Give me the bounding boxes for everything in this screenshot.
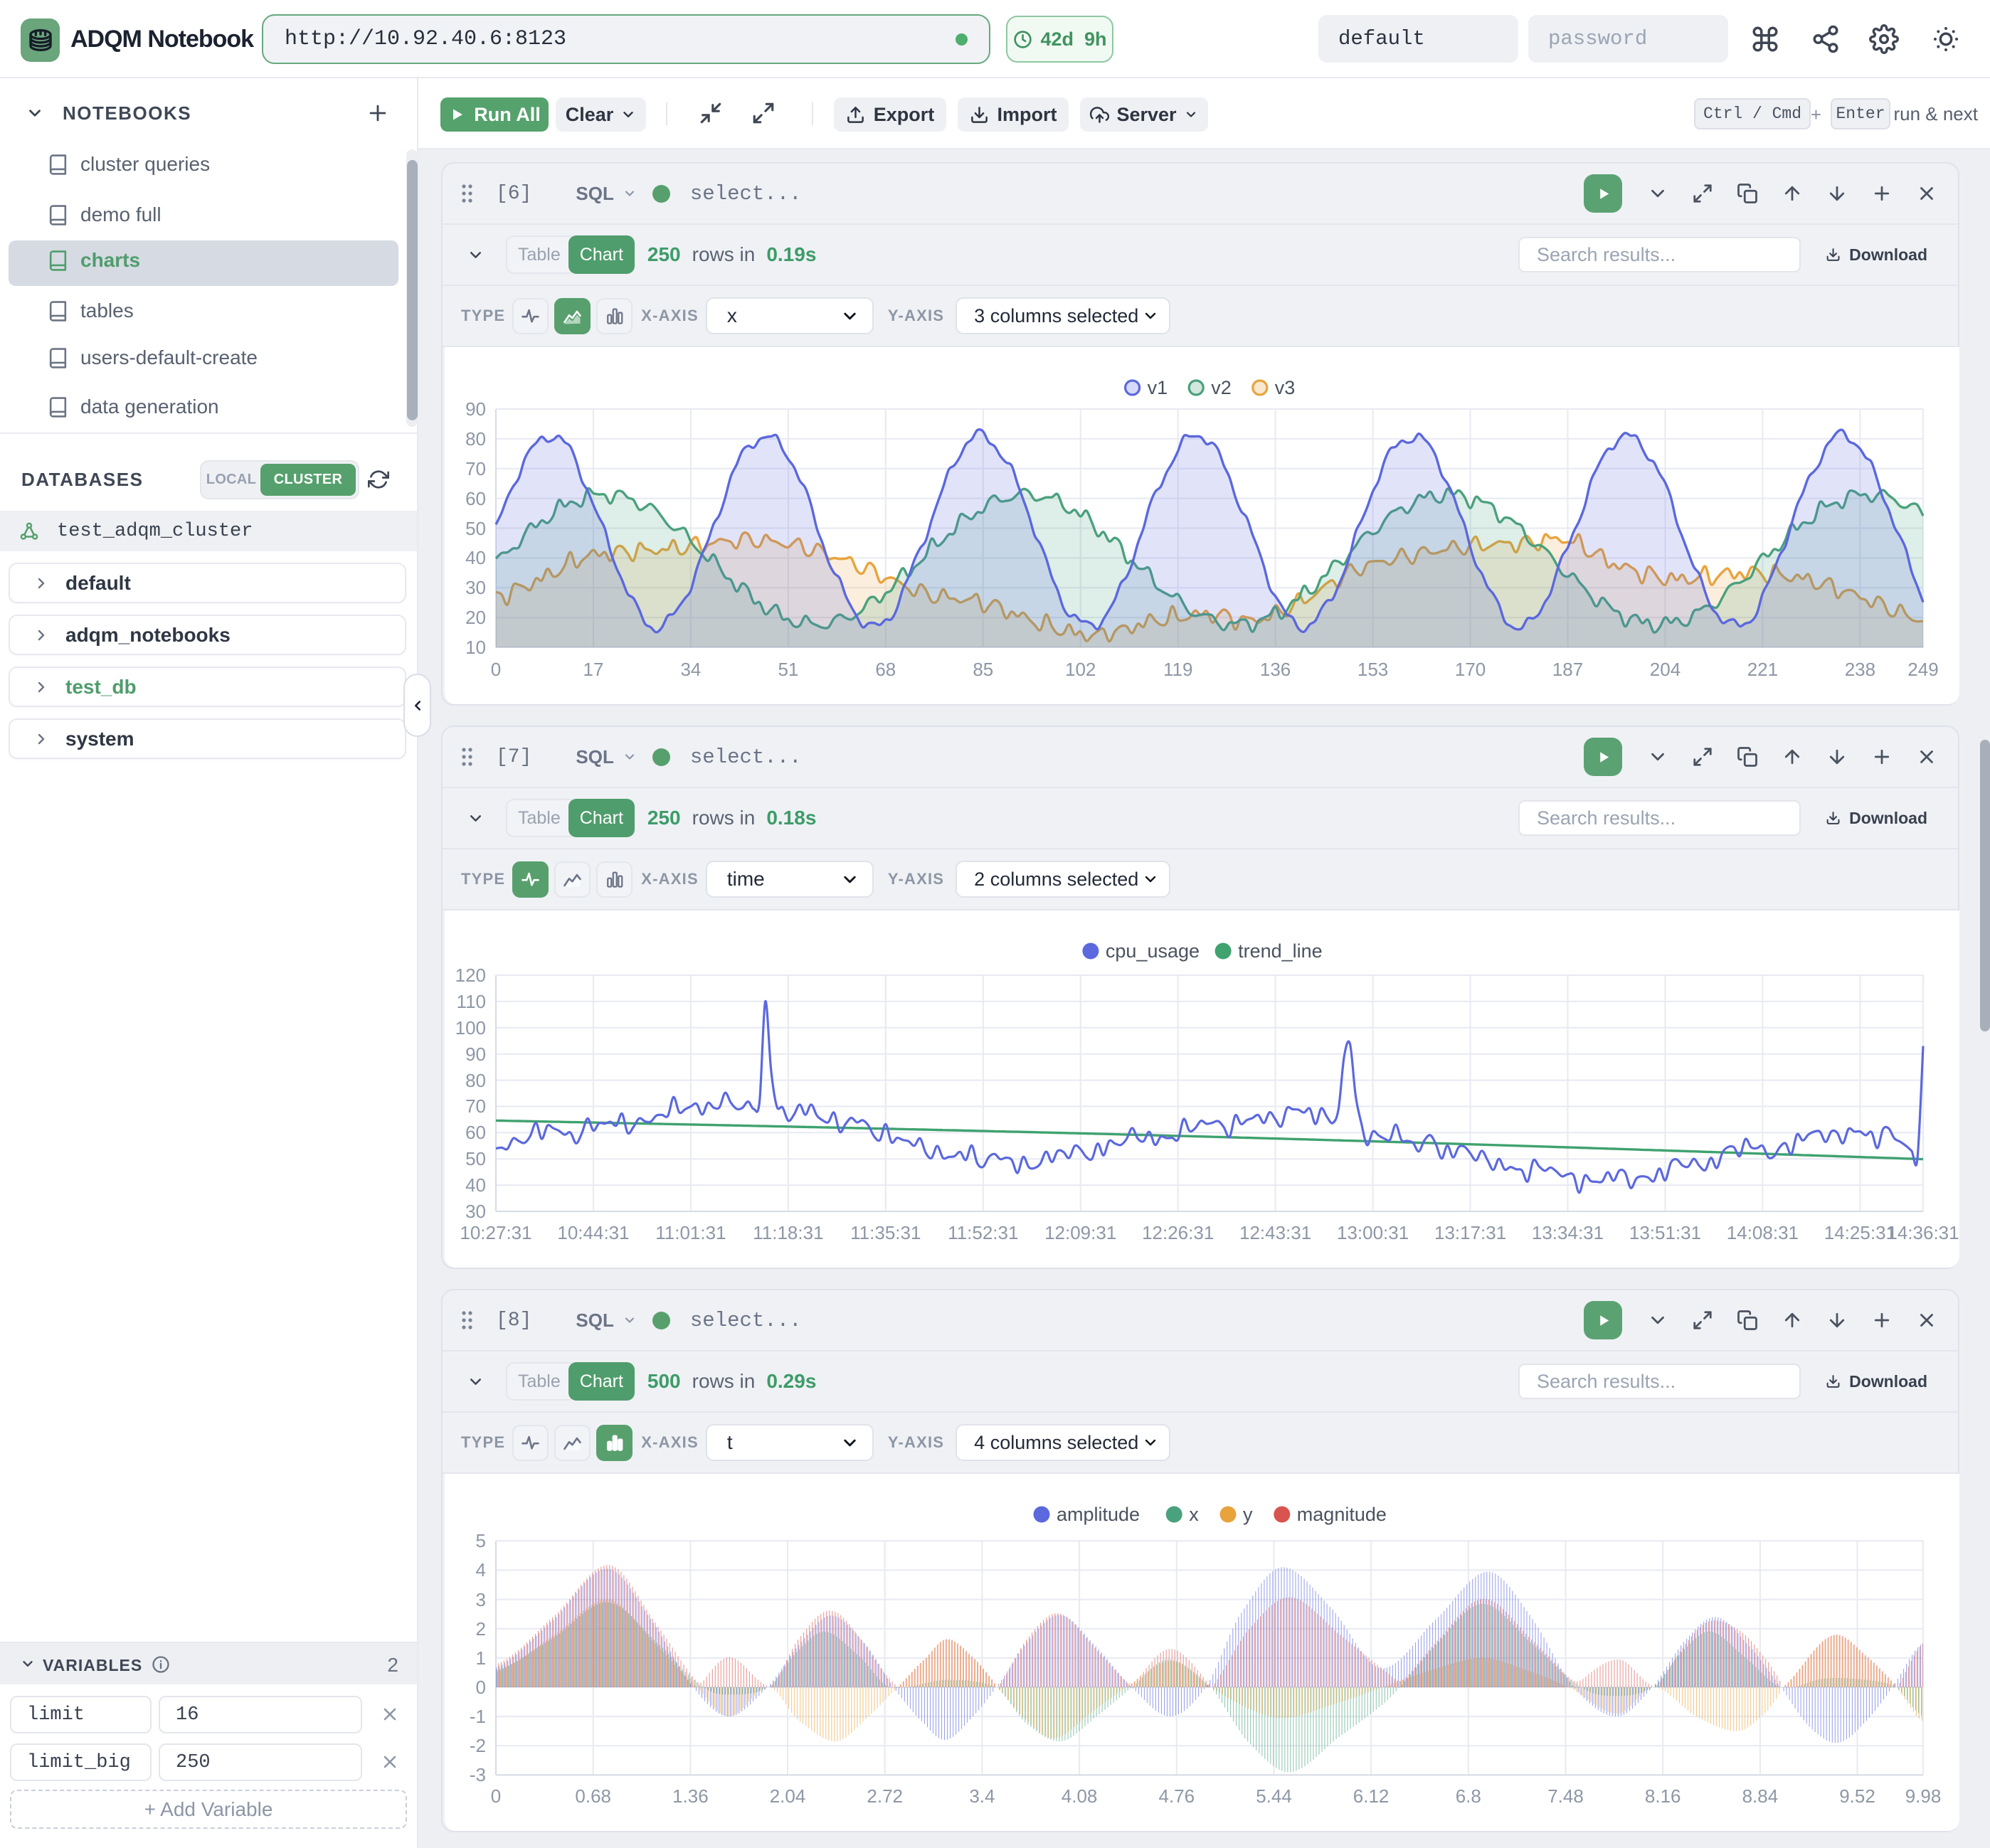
svg-text:85: 85 [973, 659, 993, 680]
svg-text:11:52:31: 11:52:31 [948, 1222, 1018, 1243]
svg-text:10:27:31: 10:27:31 [460, 1222, 531, 1243]
svg-text:40: 40 [465, 547, 486, 568]
svg-text:12:09:31: 12:09:31 [1044, 1222, 1116, 1243]
svg-text:7.48: 7.48 [1547, 1785, 1584, 1807]
svg-text:13:34:31: 13:34:31 [1531, 1222, 1603, 1243]
svg-text:51: 51 [778, 659, 798, 680]
svg-text:v3: v3 [1274, 377, 1295, 398]
svg-text:-3: -3 [469, 1764, 485, 1785]
svg-text:11:01:31: 11:01:31 [655, 1222, 726, 1243]
svg-text:12:26:31: 12:26:31 [1142, 1222, 1214, 1243]
svg-text:13:17:31: 13:17:31 [1434, 1222, 1505, 1243]
svg-text:8.84: 8.84 [1742, 1785, 1778, 1807]
svg-text:50: 50 [465, 1148, 486, 1169]
svg-text:40: 40 [465, 1174, 486, 1196]
svg-text:0: 0 [490, 1785, 500, 1807]
svg-text:0.68: 0.68 [575, 1785, 611, 1807]
svg-text:60: 60 [465, 488, 486, 509]
svg-text:0: 0 [490, 659, 500, 680]
svg-text:14:36:31: 14:36:31 [1887, 1222, 1959, 1243]
svg-text:trend_line: trend_line [1238, 940, 1323, 962]
svg-text:5.44: 5.44 [1256, 1785, 1292, 1807]
svg-text:magnitude: magnitude [1296, 1504, 1386, 1525]
svg-text:120: 120 [455, 965, 485, 986]
svg-text:3: 3 [475, 1589, 485, 1610]
svg-text:187: 187 [1552, 659, 1582, 680]
svg-text:4.76: 4.76 [1158, 1785, 1195, 1807]
svg-text:30: 30 [465, 1201, 486, 1222]
svg-text:9.98: 9.98 [1905, 1785, 1941, 1807]
svg-text:amplitude: amplitude [1057, 1504, 1140, 1525]
svg-text:x: x [1189, 1504, 1199, 1525]
svg-text:2.04: 2.04 [769, 1785, 805, 1807]
svg-text:y: y [1243, 1504, 1253, 1525]
svg-text:13:51:31: 13:51:31 [1629, 1222, 1700, 1243]
svg-text:11:18:31: 11:18:31 [753, 1222, 823, 1243]
svg-text:30: 30 [465, 577, 486, 598]
svg-text:13:00:31: 13:00:31 [1336, 1222, 1408, 1243]
svg-text:2: 2 [475, 1618, 485, 1640]
svg-text:3.4: 3.4 [969, 1785, 995, 1807]
svg-text:68: 68 [875, 659, 896, 680]
svg-text:100: 100 [455, 1017, 485, 1039]
svg-text:v2: v2 [1211, 377, 1232, 398]
svg-text:1: 1 [475, 1647, 485, 1669]
svg-text:119: 119 [1163, 659, 1192, 680]
svg-text:11:35:31: 11:35:31 [850, 1222, 921, 1243]
svg-text:cpu_usage: cpu_usage [1105, 940, 1199, 962]
svg-text:14:08:31: 14:08:31 [1726, 1222, 1798, 1243]
svg-text:v1: v1 [1147, 377, 1168, 398]
svg-text:60: 60 [465, 1122, 486, 1143]
svg-text:10: 10 [465, 637, 486, 658]
svg-text:34: 34 [680, 659, 701, 680]
svg-text:70: 70 [465, 1095, 486, 1117]
svg-text:5: 5 [475, 1530, 485, 1551]
svg-text:4: 4 [475, 1559, 485, 1581]
svg-text:221: 221 [1747, 659, 1777, 680]
svg-text:249: 249 [1907, 659, 1938, 680]
svg-text:4.08: 4.08 [1061, 1785, 1097, 1807]
svg-text:6.8: 6.8 [1455, 1785, 1481, 1807]
svg-text:8.16: 8.16 [1644, 1785, 1681, 1807]
svg-text:238: 238 [1844, 659, 1875, 680]
svg-text:17: 17 [583, 659, 603, 680]
svg-text:10:44:31: 10:44:31 [557, 1222, 629, 1243]
svg-text:80: 80 [465, 1070, 486, 1091]
svg-text:6.12: 6.12 [1353, 1785, 1389, 1807]
svg-text:204: 204 [1649, 659, 1680, 680]
svg-text:70: 70 [465, 458, 486, 479]
svg-text:80: 80 [465, 428, 486, 450]
svg-text:-2: -2 [469, 1735, 485, 1756]
svg-text:90: 90 [465, 1044, 486, 1065]
svg-text:170: 170 [1454, 659, 1485, 680]
svg-text:12:43:31: 12:43:31 [1239, 1222, 1311, 1243]
svg-text:9.52: 9.52 [1839, 1785, 1875, 1807]
svg-text:110: 110 [456, 991, 485, 1012]
svg-text:14:25:31: 14:25:31 [1824, 1222, 1895, 1243]
svg-text:-1: -1 [469, 1706, 485, 1727]
svg-text:136: 136 [1259, 659, 1290, 680]
svg-text:50: 50 [465, 518, 486, 539]
svg-text:0: 0 [475, 1677, 485, 1698]
svg-text:102: 102 [1065, 659, 1096, 680]
svg-text:2.72: 2.72 [867, 1785, 903, 1807]
svg-text:1.36: 1.36 [672, 1785, 709, 1807]
svg-text:90: 90 [465, 398, 486, 420]
svg-text:20: 20 [465, 607, 486, 628]
svg-text:153: 153 [1357, 659, 1387, 680]
